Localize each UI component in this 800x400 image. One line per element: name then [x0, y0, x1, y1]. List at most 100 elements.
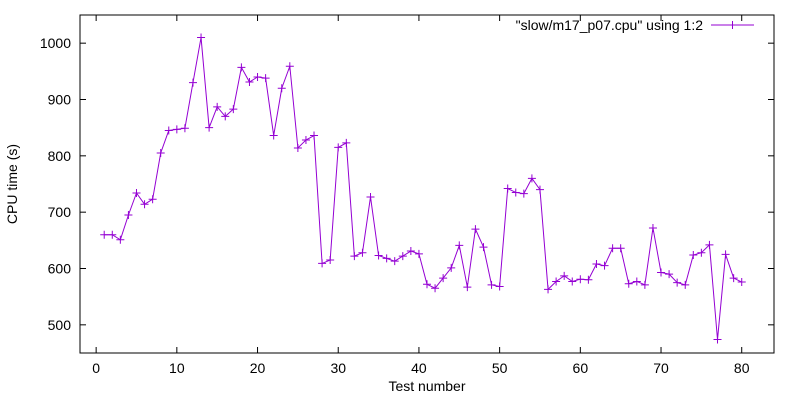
- ticks-layer: 0 10 20 30 40 50 60 70 80 500 600 700 800 900 1000: [40, 15, 774, 376]
- x-tick-label: 20: [250, 360, 266, 376]
- series-layer: [100, 33, 746, 344]
- data-point: [221, 112, 230, 121]
- data-point: [495, 282, 504, 291]
- data-point: [632, 277, 641, 286]
- series-line: [104, 37, 742, 340]
- data-point: [180, 124, 189, 133]
- data-point: [326, 256, 335, 265]
- y-tick-label: 1000: [40, 35, 71, 51]
- data-point: [398, 252, 407, 261]
- data-point: [188, 78, 197, 87]
- data-point: [277, 84, 286, 93]
- data-point: [624, 279, 633, 288]
- data-point: [657, 268, 666, 277]
- data-point: [108, 230, 117, 239]
- data-point: [213, 102, 222, 111]
- data-point: [358, 248, 367, 257]
- data-point: [729, 274, 738, 283]
- data-point: [527, 174, 536, 183]
- data-point: [673, 278, 682, 287]
- data-point: [261, 74, 270, 83]
- y-tick-label: 600: [48, 261, 72, 277]
- data-point: [519, 189, 528, 198]
- data-point: [310, 131, 319, 140]
- data-point: [568, 277, 577, 286]
- data-point: [237, 63, 246, 72]
- data-point: [600, 261, 609, 270]
- data-point: [350, 252, 359, 261]
- x-tick-label: 10: [169, 360, 185, 376]
- data-point: [414, 249, 423, 258]
- data-point: [535, 185, 544, 194]
- data-point: [487, 280, 496, 289]
- x-tick-label: 50: [492, 360, 508, 376]
- data-point: [648, 223, 657, 232]
- data-point: [124, 210, 133, 219]
- legend-label: "slow/m17_p07.cpu" using 1:2: [516, 17, 704, 33]
- data-point: [665, 270, 674, 279]
- y-tick-label: 500: [48, 317, 72, 333]
- data-point: [245, 78, 254, 87]
- x-tick-label: 30: [330, 360, 346, 376]
- data-point: [713, 335, 722, 344]
- data-point: [455, 241, 464, 250]
- x-tick-label: 70: [653, 360, 669, 376]
- data-point: [197, 33, 206, 42]
- data-point: [737, 278, 746, 287]
- data-point: [116, 235, 125, 244]
- data-point: [285, 62, 294, 71]
- x-tick-label: 60: [573, 360, 589, 376]
- data-point: [229, 105, 238, 114]
- data-point: [301, 136, 310, 145]
- data-point: [132, 189, 141, 198]
- data-point: [721, 250, 730, 259]
- x-tick-label: 80: [734, 360, 750, 376]
- data-point: [342, 138, 351, 147]
- data-point: [463, 283, 472, 292]
- x-axis-label: Test number: [388, 378, 465, 394]
- y-tick-label: 900: [48, 92, 72, 108]
- data-point: [584, 275, 593, 284]
- data-point: [293, 143, 302, 152]
- data-point: [205, 123, 214, 132]
- data-point: [423, 280, 431, 289]
- x-tick-label: 0: [92, 360, 100, 376]
- data-point: [366, 192, 375, 201]
- data-point: [374, 251, 383, 260]
- data-point: [140, 200, 149, 209]
- data-point: [406, 247, 415, 256]
- data-point: [318, 259, 327, 268]
- data-point: [479, 243, 488, 252]
- data-point: [560, 271, 569, 280]
- data-point: [697, 248, 706, 257]
- data-point: [156, 149, 165, 158]
- data-point: [705, 240, 714, 249]
- y-axis-label: CPU time (s): [4, 144, 20, 224]
- data-point: [552, 277, 561, 286]
- data-point: [439, 274, 448, 283]
- data-point: [253, 72, 262, 81]
- data-point: [148, 195, 157, 204]
- data-point: [100, 230, 109, 239]
- data-point: [503, 184, 512, 193]
- data-point: [172, 125, 181, 134]
- data-point: [269, 131, 278, 140]
- data-point: [616, 244, 625, 253]
- data-point: [334, 143, 343, 152]
- y-tick-label: 800: [48, 148, 72, 164]
- x-tick-label: 40: [411, 360, 427, 376]
- y-tick-label: 700: [48, 204, 72, 220]
- data-point: [640, 280, 649, 289]
- plot-frame: [79, 14, 775, 354]
- data-point: [164, 126, 173, 135]
- data-point: [511, 188, 520, 197]
- data-point: [689, 250, 698, 259]
- data-point: [431, 284, 440, 293]
- legend-marker-glyph: [728, 21, 737, 29]
- data-point: [390, 257, 399, 266]
- data-point: [592, 259, 601, 268]
- data-point: [471, 225, 480, 234]
- data-point: [382, 254, 391, 263]
- data-point: [447, 263, 456, 272]
